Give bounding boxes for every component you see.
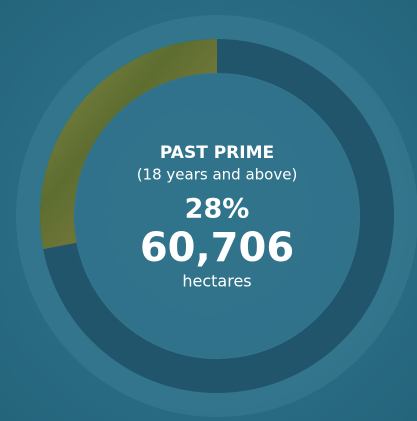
center-labels: PAST PRIME (18 years and above) 28% 60,7… [137,143,298,291]
unit-label: hectares [182,272,251,291]
amount-label: 60,706 [140,225,294,271]
donut-segment [40,39,218,250]
percent-label: 28% [185,194,250,225]
subtitle: (18 years and above) [137,166,298,184]
inner-disc [75,74,359,358]
title: PAST PRIME [160,143,274,163]
